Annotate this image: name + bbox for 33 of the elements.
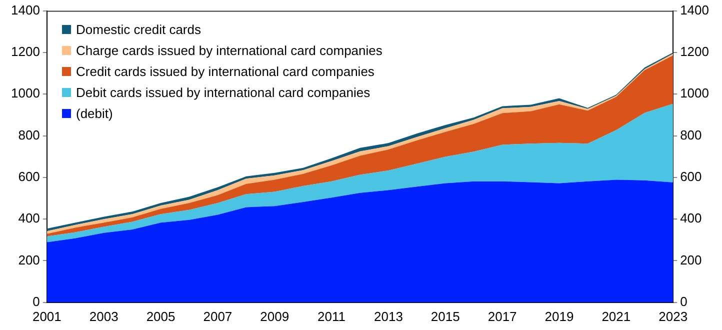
legend-label: Debit cards issued by international card companies (76, 85, 370, 100)
x-tick-label: 2017 (488, 308, 517, 324)
y-tick-label: 1200 (11, 44, 40, 60)
legend-label: Domestic credit cards (76, 22, 201, 37)
x-tick-label: 2023 (658, 308, 688, 324)
x-tick-label: 2007 (203, 308, 232, 324)
x-tick-label: 2011 (318, 308, 346, 324)
y2-tick-label: 1200 (680, 44, 709, 60)
x-tick-label: 2003 (89, 308, 118, 324)
y2-tick-label: 400 (680, 210, 702, 226)
y2-tick-label: 600 (680, 169, 702, 184)
y2-tick-label: 0 (680, 294, 688, 309)
y2-tick-label: 800 (680, 127, 702, 142)
x-tick-label: 2021 (602, 308, 631, 324)
y-tick-label: 200 (18, 252, 40, 268)
y-tick-label: 1400 (11, 2, 40, 18)
x-tick-label: 2015 (430, 308, 460, 324)
x-tick-label: 2001 (32, 308, 62, 324)
y-tick-label: 400 (18, 210, 40, 226)
legend-label: (debit) (76, 106, 113, 121)
y-tick-label: 600 (18, 169, 40, 184)
y-tick-label: 800 (18, 127, 40, 142)
x-tick-label: 2005 (146, 308, 176, 324)
y2-tick-label: 1000 (680, 86, 709, 101)
y2-tick-label: 200 (680, 252, 702, 268)
x-tick-label: 2019 (544, 308, 574, 324)
x-tick-label: 2013 (374, 308, 403, 324)
y-tick-label: 0 (32, 294, 40, 309)
legend-label: Credit cards issued by international card companies (76, 64, 374, 79)
legend-label: Charge cards issued by international card companies (76, 43, 382, 58)
y-tick-label: 1000 (11, 86, 40, 101)
x-tick-label: 2009 (260, 308, 290, 324)
y2-tick-label: 1400 (680, 2, 709, 18)
